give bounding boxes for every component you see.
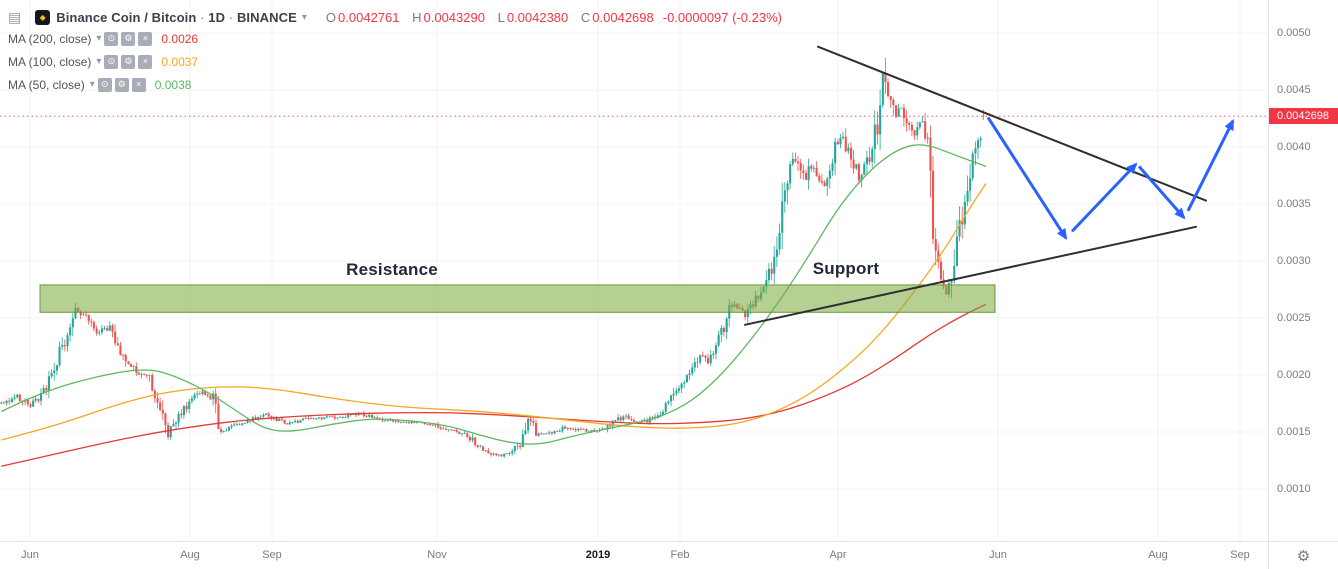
layout-icon[interactable]: ▤ — [8, 9, 22, 25]
axis-corner: ⚙ — [1268, 541, 1338, 569]
gear-icon[interactable]: ⚙ — [1296, 547, 1311, 565]
chevron-down-icon[interactable]: ▾ — [89, 79, 95, 90]
chevron-down-icon[interactable]: ▾ — [301, 11, 307, 23]
symbol-row: ▤ ◆ Binance Coin / Bitcoin · 1D · BINANC… — [8, 7, 782, 27]
chevron-down-icon[interactable]: ▾ — [96, 56, 102, 67]
close-icon[interactable]: × — [131, 77, 146, 92]
separator: · — [196, 9, 209, 25]
close-value: 0.0042698 — [592, 9, 654, 25]
candlestick-chart[interactable] — [0, 0, 1268, 541]
gear-icon[interactable]: ⚙ — [121, 31, 136, 46]
time-axis-label: Feb — [670, 549, 690, 561]
price-axis-label: 0.0015 — [1277, 426, 1311, 438]
time-axis-label: Nov — [427, 549, 447, 561]
close-label: C — [580, 9, 591, 25]
price-axis-label: 0.0050 — [1277, 27, 1311, 39]
price-axis-label: 0.0020 — [1277, 369, 1311, 381]
open-label: O — [325, 9, 337, 25]
separator: · — [225, 9, 237, 25]
legend: ▤ ◆ Binance Coin / Bitcoin · 1D · BINANC… — [8, 7, 782, 96]
ohlc-values: O 0.0042761 H 0.0043290 L 0.0042380 C 0.0042… — [326, 10, 654, 25]
symbol-name[interactable]: Binance Coin / Bitcoin — [56, 9, 197, 25]
time-axis[interactable]: Jun Aug Sep Nov 2019 Feb Apr Jun Aug Sep — [0, 541, 1268, 569]
eye-icon[interactable]: ⊙ — [104, 54, 119, 69]
close-icon[interactable]: × — [138, 54, 153, 69]
indicator-value: 0.0026 — [161, 31, 199, 46]
price-axis-label: 0.0010 — [1277, 483, 1311, 495]
price-axis-label: 0.0025 — [1277, 312, 1311, 324]
low-value: 0.0042380 — [506, 9, 569, 25]
price-axis-label: 0.0035 — [1277, 198, 1311, 210]
indicator-value: 0.0037 — [161, 54, 199, 69]
symbol-title[interactable]: Binance Coin / Bitcoin · 1D · BINANCE — [56, 10, 297, 25]
price-axis-label: 0.0045 — [1277, 84, 1311, 96]
binance-logo-icon: ◆ — [35, 9, 51, 25]
price-axis-label: 0.0040 — [1277, 141, 1311, 153]
eye-icon[interactable]: ⊙ — [104, 31, 119, 46]
chart-canvas[interactable]: Resistance Support ▤ ◆ Binance Coin / Bi… — [0, 0, 1268, 541]
eye-icon[interactable]: ⊙ — [97, 77, 112, 92]
time-axis-label: Sep — [262, 549, 282, 561]
time-axis-label: Aug — [1148, 549, 1168, 561]
time-axis-label: Jun — [21, 549, 39, 561]
indicator-value: 0.0038 — [154, 77, 192, 92]
high-value: 0.0043290 — [423, 9, 485, 25]
gear-icon[interactable]: ⚙ — [121, 54, 136, 69]
indicator-row-ma100[interactable]: MA (100, close) ▾ ⊙ ⚙ × 0.0037 — [8, 50, 782, 73]
support-label[interactable]: Support — [812, 259, 880, 278]
interval[interactable]: 1D — [208, 9, 226, 25]
open-value: 0.0042761 — [338, 9, 400, 25]
resistance-label[interactable]: Resistance — [346, 260, 438, 279]
price-axis-label: 0.0030 — [1277, 255, 1311, 267]
current-price-tag: 0.0042698 — [1269, 108, 1338, 125]
indicator-row-ma200[interactable]: MA (200, close) ▾ ⊙ ⚙ × 0.0026 — [8, 27, 782, 50]
close-icon[interactable]: × — [138, 31, 153, 46]
gear-icon[interactable]: ⚙ — [114, 77, 129, 92]
price-axis[interactable]: 0.0042698 0.0050 0.0045 0.0040 0.0035 0.0030… — [1268, 0, 1338, 541]
time-axis-label: 2019 — [585, 549, 611, 561]
indicator-label: MA (200, close) — [8, 31, 92, 46]
indicator-row-ma50[interactable]: MA (50, close) ▾ ⊙ ⚙ × 0.0038 — [8, 73, 782, 96]
time-axis-label: Sep — [1230, 549, 1250, 561]
low-label: L — [497, 9, 505, 25]
chevron-down-icon[interactable]: ▾ — [96, 33, 102, 44]
time-axis-label: Aug — [180, 549, 200, 561]
change-value: -0.0000097 (-0.23%) — [662, 9, 782, 25]
exchange[interactable]: BINANCE — [236, 9, 297, 25]
indicator-label: MA (50, close) — [8, 77, 85, 92]
high-label: H — [412, 9, 422, 25]
time-axis-label: Apr — [829, 549, 847, 561]
time-axis-label: Jun — [989, 549, 1007, 561]
current-price-value: 0.0042698 — [1277, 110, 1329, 123]
indicator-label: MA (100, close) — [8, 54, 92, 69]
